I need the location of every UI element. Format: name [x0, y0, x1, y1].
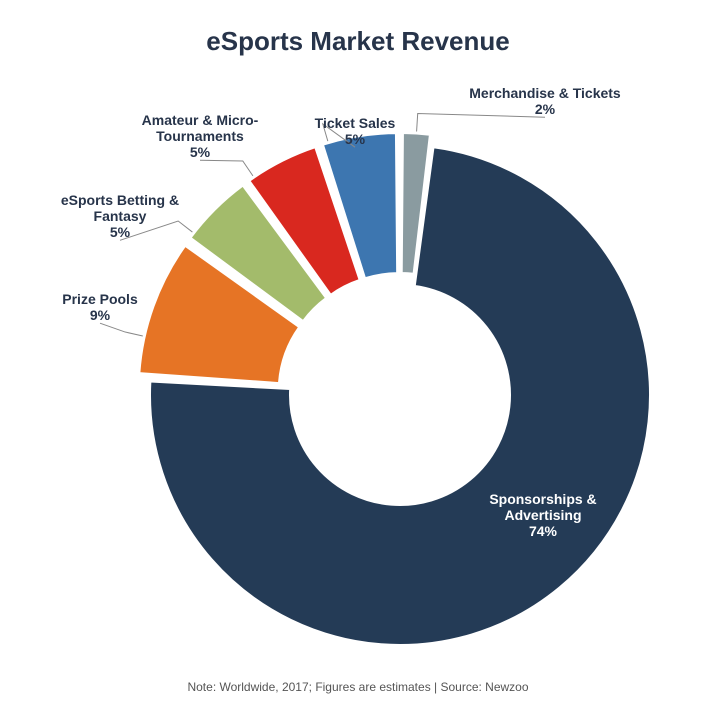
slice-label-1: Sponsorships & Advertising 74%	[458, 491, 628, 539]
chart-footer: Note: Worldwide, 2017; Figures are estim…	[0, 680, 716, 694]
slice-label-2: Prize Pools 9%	[40, 291, 160, 323]
leader-2	[100, 323, 143, 336]
slice-label-5: Ticket Sales 5%	[295, 115, 415, 147]
slice-label-0: Merchandise & Tickets 2%	[460, 85, 630, 117]
slice-label-4: Amateur & Micro- Tournaments 5%	[120, 112, 280, 160]
slice-label-3: eSports Betting & Fantasy 5%	[40, 192, 200, 240]
leader-4	[200, 160, 253, 176]
